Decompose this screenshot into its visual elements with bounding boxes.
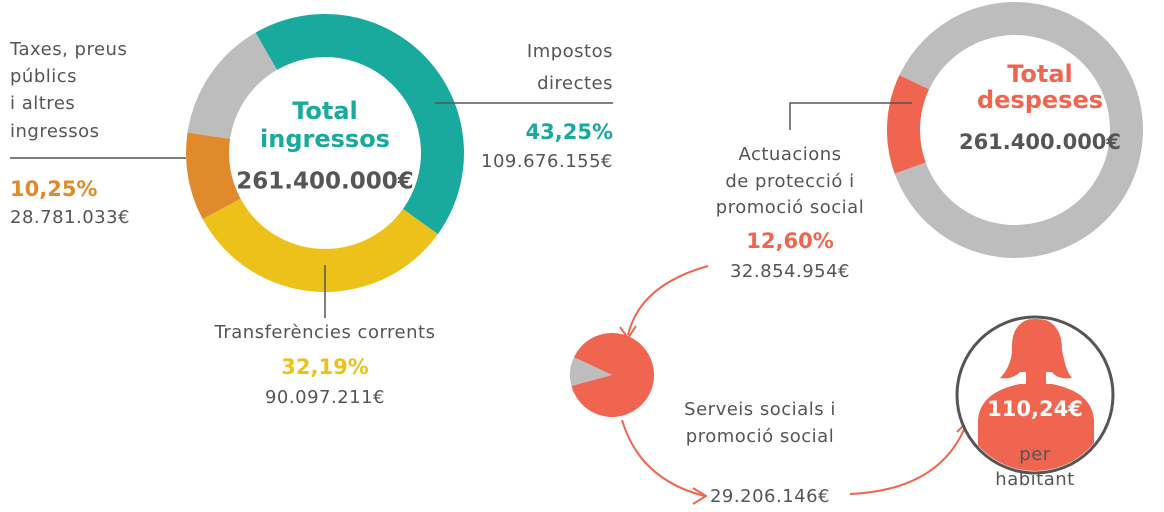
donut-segment [887,75,930,174]
person-icon [978,319,1094,471]
pie-slice [571,333,654,417]
value-label: 10,25% [10,177,97,201]
donut-segment [186,132,241,220]
arrow-head [692,487,708,505]
arrow [849,424,967,495]
title: ingressos [260,125,390,153]
amount-label: 29.206.146€ [710,486,830,507]
label: ingressos [10,121,100,142]
leader-line [789,102,912,130]
arrow-head [619,325,637,340]
marks [186,1,1144,417]
amount-label: 90.097.211€ [265,387,385,408]
total-label: 261.400.000€ [959,130,1121,154]
title: Total [292,97,358,125]
pie-slice [570,357,612,386]
label: i altres [10,93,75,114]
caption: per [1019,444,1051,465]
amount-label: 109.676.155€ [481,151,613,172]
donut-segment [255,13,465,235]
per-capita-value: 110,24€ [987,397,1083,421]
title: despeses [977,86,1103,114]
arrow [627,265,709,336]
label: públics [10,66,77,87]
label: Transferències corrents [214,322,436,343]
label: Impostos [527,41,613,62]
amount-label: 28.781.033€ [10,207,130,228]
value-label: 43,25% [526,120,613,144]
label: Taxes, preus [9,39,127,60]
label: promoció social [716,197,864,218]
label: Actuacions [738,144,841,165]
caption: habitant [995,469,1074,490]
donut-segment [187,32,277,139]
label: de protecció i [725,171,854,192]
title: Total [1007,60,1073,88]
amount-label: 32.854.954€ [730,261,850,282]
value-label: 12,60% [746,229,833,253]
label: Serveis socials i [684,399,836,420]
total-label: 261.400.000€ [236,169,414,195]
value-label: 32,19% [281,355,368,379]
label: promoció social [686,426,834,447]
arrow [621,419,706,497]
donut-segment [202,198,438,292]
label: directes [537,73,613,94]
